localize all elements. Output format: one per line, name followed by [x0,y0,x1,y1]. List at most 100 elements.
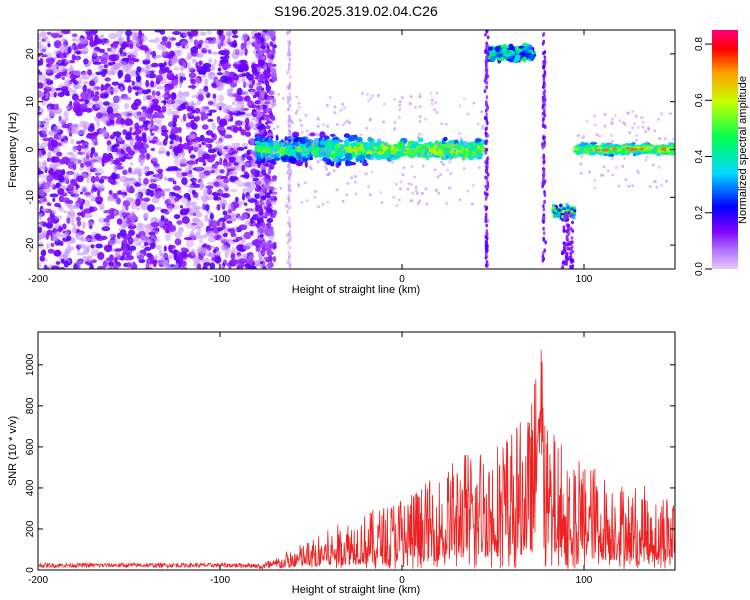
heatmap-cell [73,223,77,232]
heatmap-cell [75,216,81,222]
heatmap-cell [223,214,232,220]
heatmap-cell [245,131,251,137]
heatmap-cell [519,51,526,56]
heatmap-cell [453,143,457,147]
heatmap-cell [138,230,146,238]
heatmap-cell [397,198,401,202]
heatmap-cell [293,145,297,148]
heatmap-cell [409,199,413,203]
heatmap-cell [55,103,59,111]
heatmap-cell [199,180,203,188]
heatmap-cell [119,86,124,93]
heatmap-cell [134,80,143,88]
heatmap-cell [50,32,60,38]
heatmap-cell [261,138,265,142]
heatmap-cell [161,49,166,56]
heatmap-cell [179,136,183,144]
heatmap-cell [71,93,79,102]
heatmap-cell [40,99,47,106]
heatmap-cell [266,108,270,112]
heatmap-cell [447,160,451,164]
heatmap-cell [137,171,143,177]
heatmap-cell [405,149,410,154]
heatmap-cell [210,170,216,174]
heatmap-cell [69,209,76,217]
heatmap-cell [110,213,115,219]
heatmap-cell [484,216,488,221]
heatmap-cell [470,202,474,206]
heatmap-cell [220,39,224,47]
heatmap-cell [557,208,561,212]
heatmap-cell [286,165,290,169]
heatmap-cell [256,34,261,40]
heatmap-cell [45,78,51,82]
heatmap-cell [210,133,216,138]
heatmap-cell [221,221,226,230]
heatmap-cell [224,31,229,37]
heatmap-cell [202,203,206,211]
heatmap-cell [484,150,487,155]
heatmap-cell [237,201,246,205]
heatmap-cell [237,264,244,269]
heatmap-cell [230,228,236,235]
heatmap-cell [233,80,241,84]
heatmap-cell [106,70,115,76]
heatmap-cell [406,187,410,191]
heatmap-cell [218,106,222,111]
heatmap-cell [290,121,294,125]
heatmap-cell [286,241,290,245]
heatmap-cell [349,142,356,147]
heatmap-cell [365,153,372,159]
heatmap-cell [345,159,349,167]
heatmap-cell [250,104,258,109]
heatmap-cell [275,150,278,154]
heatmap-cell [82,221,86,230]
heatmap-cell [129,185,134,193]
heatmap-cell [346,182,350,185]
heatmap-cell [305,129,309,133]
heatmap-cell [55,249,61,256]
heatmap-cell [81,185,88,190]
heatmap-cell [561,218,565,222]
heatmap-cell [262,128,265,132]
heatmap-cell [194,107,201,114]
heatmap-cell [264,211,270,216]
heatmap-cell [135,91,139,96]
heatmap-cell [171,193,180,197]
heatmap-cell [218,50,227,56]
heatmap-cell [145,79,150,88]
heatmap-cell [204,166,213,172]
heatmap-cell [123,183,132,187]
heatmap-cell [437,191,441,195]
heatmap-cell [364,172,368,176]
heatmap-cell [174,231,183,239]
heatmap-cell [252,177,260,182]
heatmap-cell [237,111,246,116]
heatmap-cell [50,242,55,247]
heatmap-cell [262,203,268,208]
heatmap-cell [196,263,202,269]
heatmap-cell [141,132,147,139]
heatmap-cell [327,148,331,152]
heatmap-cell [418,95,422,99]
heatmap-cell [164,86,171,94]
heatmap-cell [485,85,488,90]
heatmap-cell [286,95,290,100]
heatmap-cell [453,155,457,159]
heatmap-cell [103,217,110,223]
heatmap-cell [121,205,126,211]
heatmap-cell [186,112,193,117]
heatmap-cell [55,87,63,91]
heatmap-cell [109,46,117,54]
heatmap-cell [166,107,173,116]
heatmap-cell [83,144,89,148]
heatmap-cell [435,91,439,95]
heatmap-cell [226,126,232,130]
heatmap-cell [158,174,163,178]
heatmap-cell [254,76,260,80]
heatmap-cell [228,30,233,36]
heatmap-cell [152,157,158,162]
heatmap-cell [235,196,239,203]
heatmap-cell [207,148,216,154]
heatmap-cell [144,127,149,131]
